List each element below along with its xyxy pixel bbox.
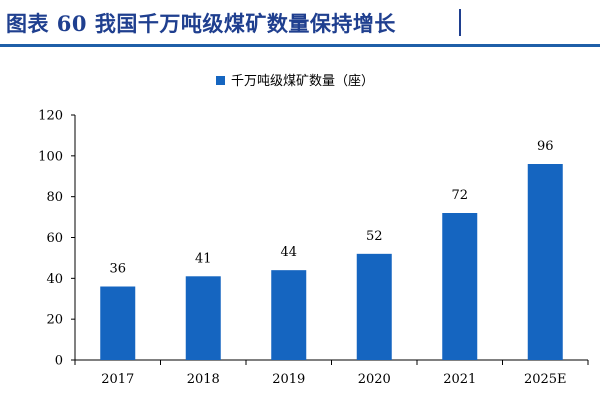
bar-2018 [185,276,221,360]
bar-2019 [271,270,307,360]
figure-header: 图表 60 我国千万吨级煤矿数量保持增长 [0,0,600,48]
y-tick-label: 60 [46,231,63,246]
y-tick-label: 40 [46,272,63,287]
category-label: 2020 [358,372,391,387]
bar-chart: 千万吨级煤矿数量（座） 0 20 40 60 80 100 120 36 41 44 52 72 96… [38,74,589,387]
data-label: 52 [366,229,383,244]
category-label: 2019 [272,372,305,387]
bar-2020 [356,253,392,360]
data-label: 72 [451,188,468,203]
legend-label: 千万吨级煤矿数量（座） [231,74,374,89]
category-label: 2017 [101,372,134,387]
legend-swatch [216,76,225,85]
y-tick-label: 20 [46,313,63,328]
y-tick-label: 80 [46,190,63,205]
data-label: 36 [109,262,126,277]
y-axis: 0 20 40 60 80 100 120 [38,109,76,369]
category-labels: 2017 2018 2019 2020 2021 2025E [101,372,566,387]
figure-title: 图表 60 我国千万吨级煤矿数量保持增长 [6,11,396,36]
bar-2017 [100,286,136,360]
data-label: 44 [280,245,297,260]
data-labels: 36 41 44 52 72 96 [109,139,553,277]
chart-legend: 千万吨级煤矿数量（座） [216,74,374,89]
bar-2021 [442,213,478,360]
category-label: 2018 [187,372,220,387]
y-tick-label: 0 [55,354,63,369]
data-label: 41 [195,251,212,266]
bar-series [100,164,563,360]
bar-2025E [527,164,563,360]
x-axis [74,359,589,365]
header-divider [0,44,600,47]
y-tick-label: 120 [38,109,63,124]
category-label: 2025E [524,372,567,387]
data-label: 96 [537,139,554,154]
category-label: 2021 [443,372,476,387]
text-cursor [459,9,461,36]
y-tick-label: 100 [38,149,63,164]
